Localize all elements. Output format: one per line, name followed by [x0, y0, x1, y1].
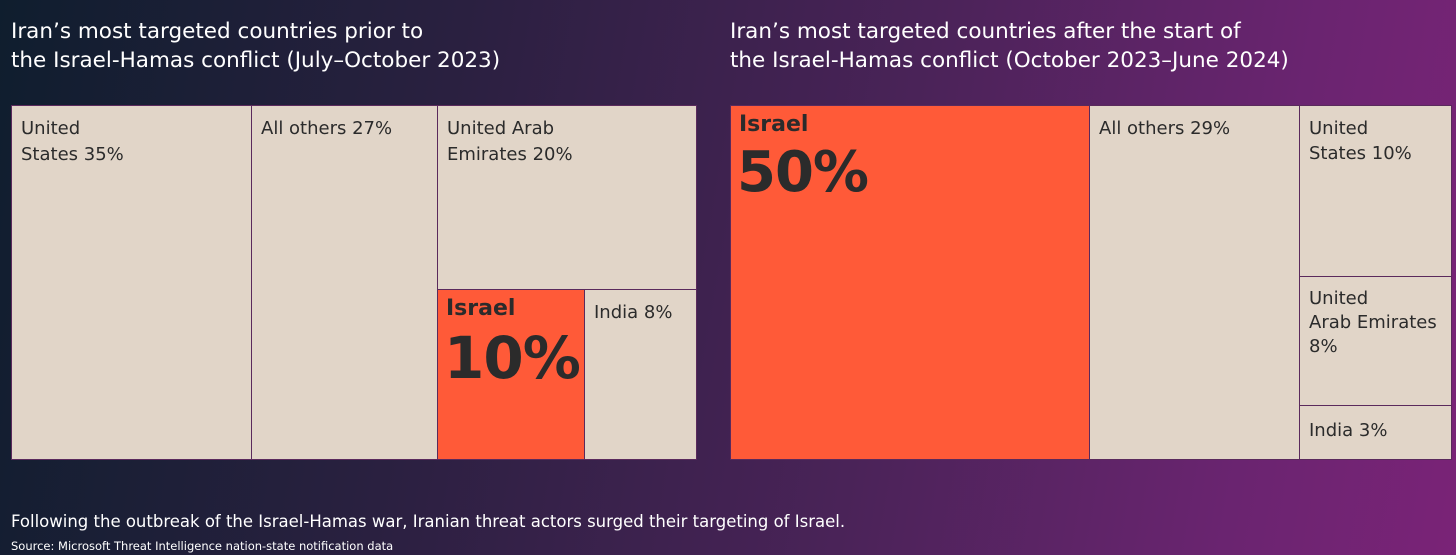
cell-label: India 3%: [1309, 420, 1388, 441]
cell-israel: Israel 10%: [437, 289, 585, 460]
cell-israel-value: 10%: [444, 324, 581, 392]
cell-label: United States 35%: [21, 118, 124, 165]
cell-uae: United Arab Emirates 20%: [437, 105, 697, 290]
treemap-after: Israel 50% All others 29% United States …: [730, 105, 1452, 460]
cell-label: United Arab Emirates 20%: [447, 118, 573, 165]
cell-label: All others 29%: [1099, 118, 1231, 139]
cell-uae: United Arab Emirates 8%: [1299, 276, 1452, 406]
cell-all-others: All others 29%: [1089, 105, 1300, 460]
cell-united-states: United States 10%: [1299, 105, 1452, 277]
cell-all-others: All others 27%: [251, 105, 438, 460]
caption: Following the outbreak of the Israel-Ham…: [11, 512, 846, 531]
cell-united-states: United States 35%: [11, 105, 252, 460]
source-note: Source: Microsoft Threat Intelligence na…: [11, 539, 394, 553]
cell-label: United Arab Emirates 8%: [1309, 288, 1437, 357]
cell-israel-value: 50%: [737, 140, 869, 205]
treemap-before: United States 35% All others 27% United …: [11, 105, 697, 460]
chart-title-before: Iran’s most targeted countries prior to …: [11, 19, 501, 73]
cell-label: India 8%: [594, 302, 673, 323]
cell-israel: Israel 50%: [730, 105, 1090, 460]
cell-label: United States 10%: [1309, 118, 1412, 164]
cell-label: All others 27%: [261, 118, 393, 139]
cell-india: India 3%: [1299, 405, 1452, 460]
cell-israel-name: Israel: [446, 296, 516, 321]
cell-india: India 8%: [584, 289, 697, 460]
cell-israel-name: Israel: [739, 112, 809, 137]
chart-title-after: Iran’s most targeted countries after the…: [730, 19, 1289, 73]
